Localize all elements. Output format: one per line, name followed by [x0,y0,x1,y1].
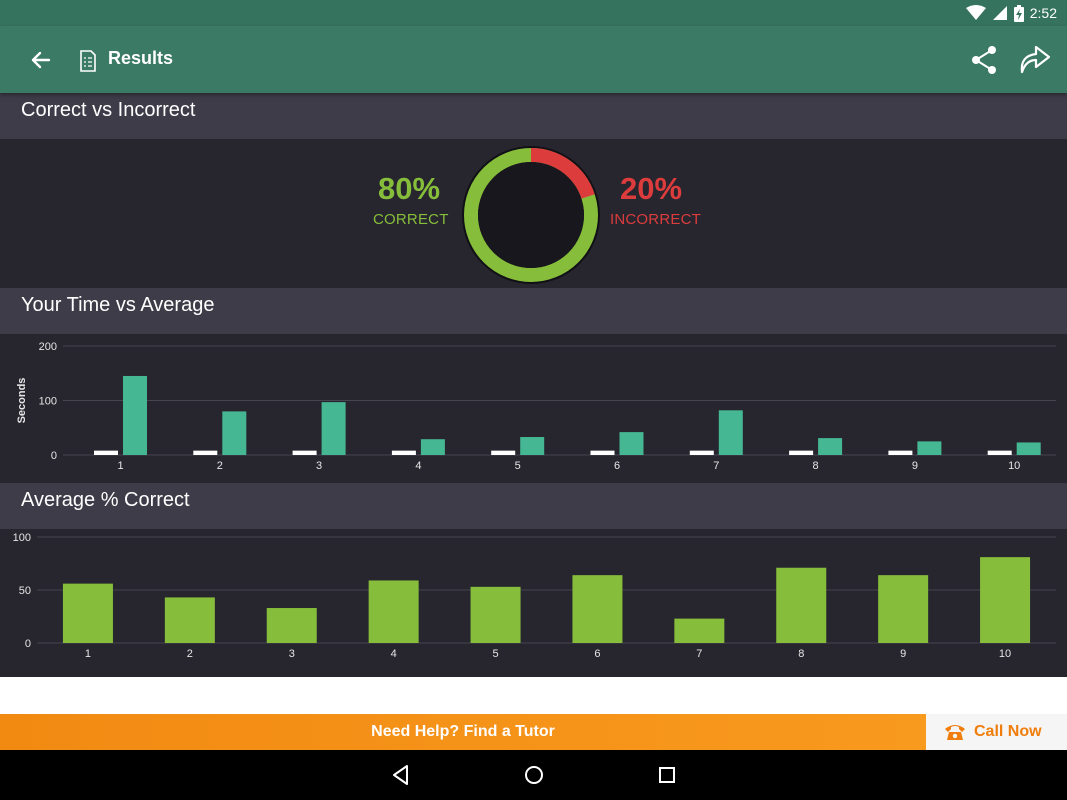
average-correct-bar [266,608,317,643]
average-correct-bar [572,575,623,643]
share-icon[interactable] [968,44,1000,76]
your-time-bar [917,441,942,455]
x-tick-label: 5 [492,648,498,660]
section-header-time-vs-average: Your Time vs Average [0,288,1067,334]
x-tick-label: 7 [696,648,702,660]
score-summary: 80% CORRECT 20% INCORRECT [0,139,1067,288]
your-time-bar [123,375,147,455]
section-title: Average % Correct [21,489,190,511]
x-tick-label: 2 [187,648,193,660]
your-time-bar [1016,442,1041,455]
wifi-icon [965,5,986,20]
x-tick-label: 3 [289,648,295,660]
page-title: Results [108,48,174,68]
nav-back-icon[interactable] [389,763,413,787]
average-correct-bar [164,597,215,643]
section-header-average-correct: Average % Correct [0,483,1067,529]
your-time-bar [619,432,644,455]
time-vs-average-chart: 0 100 200 Seconds 1 2 3 4 5 6 7 8 9 10 [16,341,1056,472]
average-time-bar [193,450,218,455]
your-time-bar [420,439,445,455]
your-time-bar [321,402,346,455]
average-time-bar [689,450,714,455]
score-donut-chart [462,146,600,284]
system-nav-bar [0,750,1067,800]
document-icon [80,50,96,72]
x-tick-label: 7 [713,460,719,472]
average-time-bar [94,450,118,455]
x-tick-label: 5 [515,460,521,472]
find-tutor-label: Need Help? Find a Tutor [371,723,555,740]
average-correct-bar [776,567,827,643]
redo-icon[interactable] [1016,42,1052,76]
x-tick-label: 10 [999,648,1011,660]
average-time-bar [987,450,1012,455]
section-title: Your Time vs Average [21,294,215,316]
x-tick-label: 8 [813,460,819,472]
status-icons: 2:52 [965,4,1057,22]
x-tick-label: 6 [594,648,600,660]
call-now-button[interactable]: Call Now [926,714,1067,750]
x-tick-label: 1 [117,460,123,472]
time-chart-panel: 0 100 200 Seconds 1 2 3 4 5 6 7 8 9 10 [0,334,1067,483]
x-tick-label: 4 [391,648,397,660]
correct-label: CORRECT [373,211,449,228]
average-correct-bar [368,580,419,643]
average-time-bar [888,450,913,455]
average-time-bar [292,450,317,455]
nav-recents-icon[interactable] [655,763,679,787]
y-tick-label: 0 [25,638,31,650]
x-tick-label: 4 [415,460,421,472]
average-chart-panel: 0 50 100 1 2 3 4 5 6 7 8 9 10 [0,529,1067,677]
correct-percentage: 80% [378,171,441,206]
average-correct-bar [62,583,113,643]
x-tick-label: 10 [1008,460,1020,472]
phone-icon [945,725,965,740]
x-tick-label: 1 [85,648,91,660]
average-correct-bar [878,575,929,643]
results-content: Correct vs Incorrect 80% CORRECT 20% INC… [0,93,1067,677]
call-now-label: Call Now [974,723,1042,740]
y-tick-label: 0 [51,450,57,462]
nav-home-icon[interactable] [522,763,546,787]
y-tick-label: 200 [39,341,57,353]
average-time-bar [391,450,416,455]
x-tick-label: 9 [900,648,906,660]
average-correct-chart: 0 50 100 1 2 3 4 5 6 7 8 9 10 [13,532,1056,660]
incorrect-percentage: 20% [620,171,683,206]
your-time-bar [222,411,247,455]
donut-center [478,162,584,268]
average-time-bar [491,450,516,455]
y-tick-label: 100 [39,396,57,408]
x-tick-label: 2 [217,460,223,472]
x-tick-label: 3 [316,460,322,472]
your-time-bar [718,410,743,455]
section-header-correct-vs-incorrect: Correct vs Incorrect [0,93,1067,139]
donut-incorrect-arc [530,148,595,199]
y-tick-label: 100 [13,532,31,544]
average-correct-bar [980,557,1031,643]
arrow-back-icon[interactable] [26,46,56,74]
your-time-bar [818,438,843,455]
app-bar: Results [0,26,1067,93]
y-axis-label: Seconds [16,378,28,424]
your-time-bar [520,437,545,455]
x-tick-label: 9 [912,460,918,472]
status-time: 2:52 [1029,5,1057,21]
section-title: Correct vs Incorrect [21,99,196,121]
x-tick-label: 8 [798,648,804,660]
average-time-bar [789,450,814,455]
average-time-bar [590,450,615,455]
ad-space [0,677,1067,714]
average-correct-bar [674,618,725,643]
battery-charging-icon [1013,4,1024,22]
average-correct-bar [470,586,521,643]
y-tick-label: 50 [19,585,31,597]
x-tick-label: 6 [614,460,620,472]
status-bar: 2:52 [0,0,1067,26]
incorrect-label: INCORRECT [610,211,701,228]
signal-icon [992,6,1007,20]
find-tutor-button[interactable]: Need Help? Find a Tutor [0,714,926,750]
